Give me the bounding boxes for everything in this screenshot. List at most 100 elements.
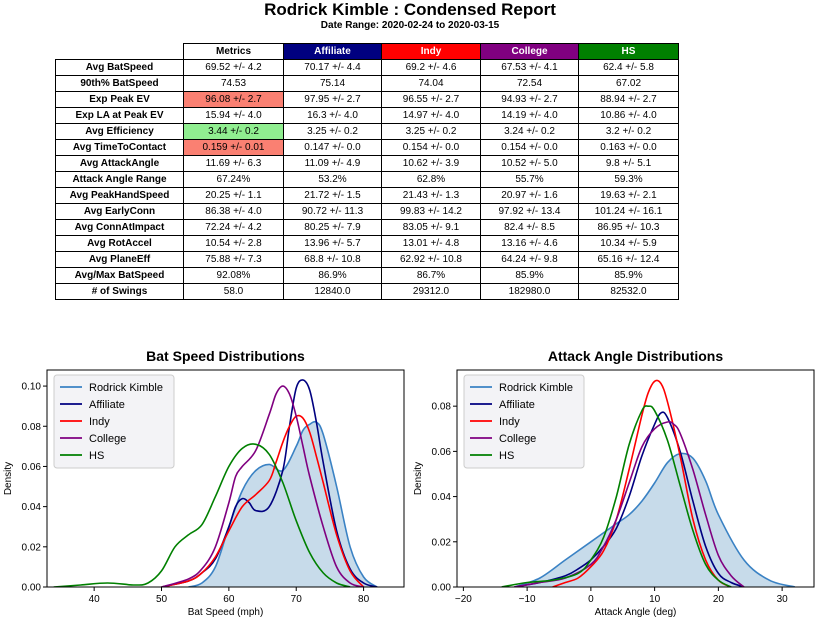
y-tick-label: 0.02 [432,537,452,548]
table-row: Avg EarlyConn 86.38 +/- 4.0 90.72 +/- 11.3… [55,203,679,220]
series-line-hs [53,443,351,587]
table-cell: 12840.0 [283,283,382,300]
x-tick-label: 20 [713,594,725,605]
table-row: 90th% BatSpeed 74.53 75.14 74.04 72.54 67.02 [55,75,679,92]
table-cell: 62.8% [381,171,481,188]
row-label: Avg AttackAngle [55,155,184,172]
table-cell: 55.7% [480,171,579,188]
table-cell: 0.154 +/- 0.0 [480,139,579,156]
table-cell: 65.16 +/- 12.4 [578,251,679,268]
row-label: Exp LA at Peak EV [55,107,184,124]
table-cell: 67.24% [183,171,284,188]
x-axis-label: Attack Angle (deg) [595,607,677,618]
column-header-indy: Indy [381,43,481,60]
table-cell: 75.88 +/- 7.3 [183,251,284,268]
row-label: # of Swings [55,283,184,300]
table-cell: 3.44 +/- 0.2 [183,123,284,140]
table-cell: 86.7% [381,267,481,284]
legend-label-college: College [89,433,126,445]
y-tick-label: 0.00 [22,583,42,594]
table-cell: 20.97 +/- 1.6 [480,187,579,204]
plot-area [501,379,796,587]
table-row: Avg AttackAngle 11.69 +/- 6.3 11.09 +/- 4.… [55,155,679,172]
y-tick-label: 0.04 [432,492,452,503]
table-cell: 68.8 +/- 10.8 [283,251,382,268]
row-label: 90th% BatSpeed [55,75,184,92]
row-label: Avg ConnAtImpact [55,219,184,236]
table-cell: 0.147 +/- 0.0 [283,139,382,156]
table-cell: 9.8 +/- 5.1 [578,155,679,172]
table-row: Exp LA at Peak EV 15.94 +/- 4.0 16.3 +/- 4… [55,107,679,124]
legend-box [463,374,585,469]
plot-frame [46,369,405,588]
legend-label-college: College [499,433,536,445]
table-cell: 14.97 +/- 4.0 [381,107,481,124]
table-cell: 58.0 [183,283,284,300]
plot-area [53,379,378,587]
y-tick-label: 0.04 [22,502,42,513]
x-tick-label: 80 [358,594,370,605]
row-label: Avg PlaneEff [55,251,184,268]
table-cell: 82.4 +/- 8.5 [480,219,579,236]
chart-title: Attack Angle Distributions [548,348,723,364]
y-axis-label: Density [413,462,424,495]
table-cell: 0.159 +/- 0.01 [183,139,284,156]
legend-label-affiliate: Affiliate [89,399,125,411]
legend-label-hs: HS [499,450,514,462]
x-tick-label: 60 [223,594,235,605]
table-cell: 67.02 [578,75,679,92]
table-row: Avg ConnAtImpact 72.24 +/- 4.2 80.25 +/- 7… [55,219,679,236]
row-label: Avg RotAccel [55,235,184,252]
table-cell: 10.86 +/- 4.0 [578,107,679,124]
metrics-table: Metrics Affiliate Indy College HS Avg BatSpe… [55,43,679,300]
table-cell: 10.54 +/- 2.8 [183,235,284,252]
table-cell: 96.08 +/- 2.7 [183,91,284,108]
table-row: Attack Angle Range 67.24% 53.2% 62.8% 55.7% 5… [55,171,679,188]
table-cell: 21.72 +/- 1.5 [283,187,382,204]
table-cell: 83.05 +/- 9.1 [381,219,481,236]
y-tick-label: 0.06 [22,462,42,473]
table-cell: 182980.0 [480,283,579,300]
legend-label-affiliate: Affiliate [499,399,535,411]
row-label: Avg EarlyConn [55,203,184,220]
series-line-college [161,385,364,587]
y-tick-label: 0.08 [22,422,42,433]
report-title: Rodrick Kimble : Condensed Report [264,0,556,19]
row-label: Exp Peak EV [55,91,184,108]
table-row: Avg BatSpeed 69.52 +/- 4.2 70.17 +/- 4.4 69… [55,59,679,76]
table-cell: 86.38 +/- 4.0 [183,203,284,220]
table-cell: 13.96 +/- 5.7 [283,235,382,252]
table-cell: 13.01 +/- 4.8 [381,235,481,252]
table-cell: 97.95 +/- 2.7 [283,91,382,108]
row-label: Avg BatSpeed [55,59,184,76]
table-row: Avg/Max BatSpeed 92.08% 86.9% 86.7% 85.9% 85.… [55,267,679,284]
table-cell: 3.25 +/- 0.2 [381,123,481,140]
row-label: Avg PeakHandSpeed [55,187,184,204]
legend-label-rodrick-kimble: Rodrick Kimble [89,382,163,394]
table-cell: 72.54 [480,75,579,92]
x-tick-label: −20 [455,594,472,605]
legend-label-indy: Indy [499,416,520,428]
table-cell: 80.25 +/- 7.9 [283,219,382,236]
y-tick-label: 0.06 [432,447,452,458]
table-row: Avg PeakHandSpeed 20.25 +/- 1.1 21.72 +/- … [55,187,679,204]
table-cell: 3.24 +/- 0.2 [480,123,579,140]
table-cell: 74.53 [183,75,284,92]
row-label: Avg Efficiency [55,123,184,140]
x-tick-label: 0 [588,594,594,605]
x-tick-label: −10 [519,594,536,605]
row-label: Avg TimeToContact [55,139,184,156]
table-cell: 10.52 +/- 5.0 [480,155,579,172]
table-cell: 19.63 +/- 2.1 [578,187,679,204]
table-cell: 20.25 +/- 1.1 [183,187,284,204]
table-row: # of Swings 58.0 12840.0 29312.0 182980.0 825… [55,283,679,300]
table-cell: 70.17 +/- 4.4 [283,59,382,76]
plot-frame [456,369,815,588]
column-header-metrics: Metrics [183,43,284,60]
x-tick-label: 30 [777,594,789,605]
table-cell: 67.53 +/- 4.1 [480,59,579,76]
table-cell: 90.72 +/- 11.3 [283,203,382,220]
table-cell: 85.9% [578,267,679,284]
column-header-hs: HS [578,43,679,60]
table-cell: 21.43 +/- 1.3 [381,187,481,204]
